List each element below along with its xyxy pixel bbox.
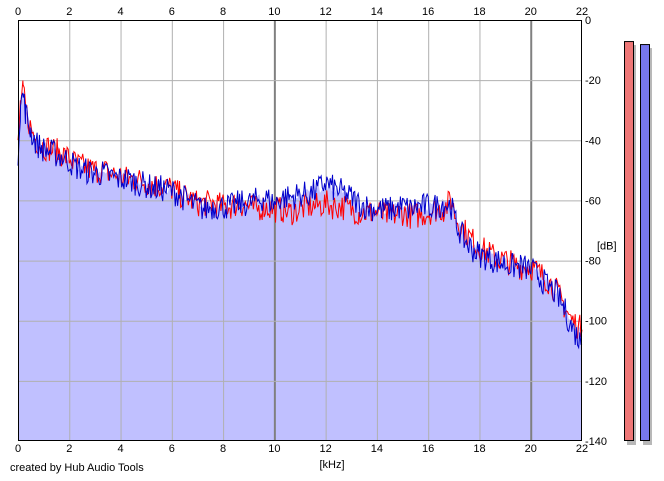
y-tick-label: 0 <box>585 15 591 27</box>
x-tick-label-bottom: 10 <box>268 443 280 455</box>
x-tick-label-bottom: 4 <box>117 443 123 455</box>
y-tick-label: -20 <box>585 75 601 87</box>
y-tick-labels: 0 -20 -40 -60 -80 -100 -120 -140 <box>585 15 607 448</box>
y-tick-label: -40 <box>585 135 601 147</box>
x-tick-label-bottom: 18 <box>473 443 485 455</box>
x-axis-label: [kHz] <box>319 459 344 471</box>
y-tick-label: -140 <box>585 436 607 448</box>
y-tick-label: -80 <box>585 256 601 268</box>
x-tick-label-top: 16 <box>422 6 434 18</box>
x-tick-label-top: 8 <box>220 6 226 18</box>
x-tick-label-top: 12 <box>320 6 332 18</box>
x-tick-label-bottom: 20 <box>525 443 537 455</box>
series-line-1 <box>17 80 583 339</box>
y-tick-label: -60 <box>585 195 601 207</box>
plot-area <box>17 20 583 441</box>
y-axis-label: [dB] <box>597 241 617 253</box>
series-lines <box>17 80 583 350</box>
y-tick-label: -120 <box>585 376 607 388</box>
x-tick-label-bottom: 6 <box>169 443 175 455</box>
y-tick-label: -100 <box>585 316 607 328</box>
level-meter-bar <box>624 41 634 442</box>
x-tick-label-top: 2 <box>66 6 72 18</box>
series-line-2 <box>17 92 583 350</box>
credit-text: created by Hub Audio Tools <box>10 462 144 474</box>
spectrum-fill-area <box>18 89 582 441</box>
x-tick-label-top: 22 <box>576 6 588 18</box>
x-tick-label-bottom: 22 <box>576 443 588 455</box>
level-meters <box>624 41 652 446</box>
x-tick-label-bottom: 2 <box>66 443 72 455</box>
x-tick-label-top: 18 <box>473 6 485 18</box>
x-tick-label-top: 6 <box>169 6 175 18</box>
x-tick-label-top: 20 <box>525 6 537 18</box>
x-tick-label-top: 14 <box>371 6 383 18</box>
x-tick-label-bottom: 14 <box>371 443 383 455</box>
x-tick-label-top: 0 <box>15 6 21 18</box>
x-tick-label-top: 4 <box>117 6 123 18</box>
x-tick-label-top: 10 <box>268 6 280 18</box>
x-tick-label-bottom: 12 <box>320 443 332 455</box>
x-tick-labels: 0 2 4 6 8 10 12 14 16 18 20 220 2 4 6 8 10 12 14 16 18 20 22 <box>15 6 588 455</box>
x-tick-label-bottom: 0 <box>15 443 21 455</box>
level-meter-bar <box>640 44 650 442</box>
grid-lines <box>18 20 582 441</box>
x-tick-label-bottom: 16 <box>422 443 434 455</box>
plot-border <box>18 20 582 441</box>
x-tick-label-bottom: 8 <box>220 443 226 455</box>
